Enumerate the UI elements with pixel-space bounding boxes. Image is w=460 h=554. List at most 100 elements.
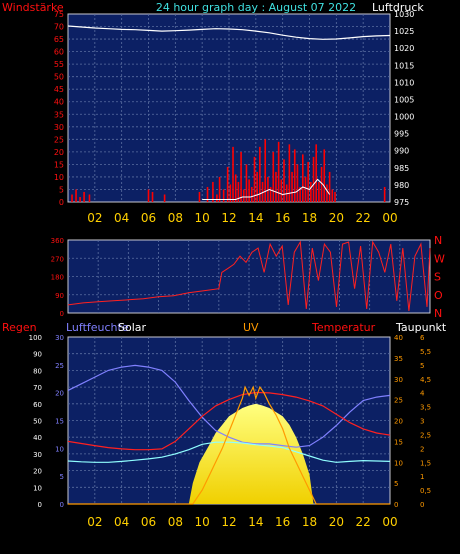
x-tick-label: 16 <box>275 515 290 529</box>
x-tick-label: 00 <box>382 515 397 529</box>
right-axis-label-luftdruck: Luftdruck <box>372 1 424 14</box>
temperature-tick-label: 40 <box>394 334 403 342</box>
rain-tick-label: 90 <box>33 351 42 359</box>
compass-label: N <box>434 234 442 247</box>
left-tick-label: 70 <box>54 23 64 32</box>
humidity-tick-label: 15 <box>55 418 64 426</box>
chart-title: 24 hour graph day : August 07 2022 <box>156 1 356 14</box>
right-tick-label: 975 <box>394 198 409 207</box>
temperature-tick-label: 20 <box>394 418 403 426</box>
humidity-tick-label: 20 <box>55 390 64 398</box>
x-tick-label: 18 <box>302 515 317 529</box>
x-tick-label: 14 <box>248 515 263 529</box>
x-tick-label: 12 <box>221 515 236 529</box>
x-tick-label: 10 <box>195 211 210 225</box>
left-axis-label-windstaerke: Windstärke <box>2 1 64 14</box>
x-tick-label: 12 <box>221 211 236 225</box>
x-tick-label: 10 <box>195 515 210 529</box>
uv-line <box>68 385 390 505</box>
wind-pressure-panel: 02 04 06 08 10 12 14 16 18 20 22 000510152025303540… <box>54 10 415 225</box>
compass-label: S <box>434 271 441 284</box>
uv-tick-label: 0,5 <box>420 487 431 495</box>
right-tick-label: 1025 <box>394 27 414 36</box>
right-tick-label: 1000 <box>394 113 414 122</box>
wind-direction-line <box>67 240 431 312</box>
x-tick-label: 18 <box>302 211 317 225</box>
left-tick-label: 35 <box>54 110 64 119</box>
left-tick-label: 60 <box>54 48 64 57</box>
right-tick-label: 980 <box>394 181 409 190</box>
rain-tick-label: 10 <box>33 484 42 492</box>
uv-tick-label: 4,5 <box>420 376 431 384</box>
rain-tick-label: 50 <box>33 418 42 426</box>
right-tick-label: 1030 <box>394 10 414 19</box>
x-tick-label: 02 <box>87 515 102 529</box>
uv-tick-label: 3 <box>420 418 424 426</box>
left-tick-label: 360 <box>51 237 64 245</box>
uv-tick-label: 4 <box>420 390 425 398</box>
series-label-regen: Regen <box>2 321 37 334</box>
uv-tick-label: 3,5 <box>420 404 431 412</box>
x-tick-label: 20 <box>329 211 344 225</box>
humidity-tick-label: 30 <box>55 334 64 342</box>
gust-line <box>202 178 331 200</box>
left-tick-label: 25 <box>54 135 64 144</box>
x-tick-label: 06 <box>141 515 156 529</box>
uv-tick-label: 1,5 <box>420 459 431 467</box>
temperature-tick-label: 15 <box>394 438 403 446</box>
left-tick-label: 180 <box>51 274 64 282</box>
left-tick-label: 270 <box>51 255 64 263</box>
temperature-tick-label: 10 <box>394 459 403 467</box>
uv-tick-label: 0 <box>420 501 424 509</box>
uv-tick-label: 5 <box>420 362 424 370</box>
left-tick-label: 75 <box>54 10 64 19</box>
rain-tick-label: 60 <box>33 401 42 409</box>
right-tick-label: 1010 <box>394 78 414 87</box>
x-tick-label: 06 <box>141 211 156 225</box>
left-tick-label: 45 <box>54 85 64 94</box>
left-tick-label: 20 <box>54 148 64 157</box>
pressure-line <box>67 25 391 40</box>
x-tick-label: 22 <box>356 515 371 529</box>
temperature-tick-label: 30 <box>394 376 403 384</box>
left-tick-label: 15 <box>54 160 64 169</box>
humidity-tick-label: 5 <box>60 473 64 481</box>
temperature-tick-label: 0 <box>394 501 398 509</box>
x-tick-label: 02 <box>87 211 102 225</box>
right-tick-label: 1005 <box>394 95 414 104</box>
left-tick-label: 10 <box>54 173 64 182</box>
series-label-taupunkt: Taupunkt <box>395 321 447 334</box>
uv-tick-label: 1 <box>420 473 424 481</box>
left-tick-label: 5 <box>59 185 64 194</box>
compass-label: W <box>434 252 445 265</box>
x-tick-label: 22 <box>356 211 371 225</box>
right-tick-label: 990 <box>394 147 409 156</box>
x-tick-label: 08 <box>168 211 183 225</box>
left-tick-label: 55 <box>54 60 64 69</box>
uv-tick-label: 2 <box>420 445 424 453</box>
right-tick-label: 995 <box>394 130 409 139</box>
x-tick-label: 20 <box>329 515 344 529</box>
uv-tick-label: 5,5 <box>420 348 431 356</box>
x-tick-label: 04 <box>114 211 129 225</box>
left-tick-label: 0 <box>59 198 64 207</box>
x-tick-label: 08 <box>168 515 183 529</box>
solar-area <box>68 403 390 504</box>
weather-panel: 02 04 06 08 10 12 14 16 18 20 22 000102030405060708… <box>29 334 432 529</box>
right-tick-label: 1015 <box>394 61 414 70</box>
rain-tick-label: 80 <box>33 367 42 375</box>
compass-label: O <box>434 289 443 302</box>
rain-tick-label: 100 <box>29 334 42 342</box>
left-tick-label: 30 <box>54 123 64 132</box>
x-tick-label: 14 <box>248 211 263 225</box>
left-tick-label: 65 <box>54 35 64 44</box>
humidity-tick-label: 0 <box>60 501 64 509</box>
dewpoint-line <box>67 441 391 463</box>
series-label-solar: Solar <box>118 321 147 334</box>
temperature-tick-label: 25 <box>394 397 403 405</box>
humidity-tick-label: 10 <box>55 445 64 453</box>
humidity-tick-label: 25 <box>55 362 64 370</box>
uv-tick-label: 2,5 <box>420 431 431 439</box>
